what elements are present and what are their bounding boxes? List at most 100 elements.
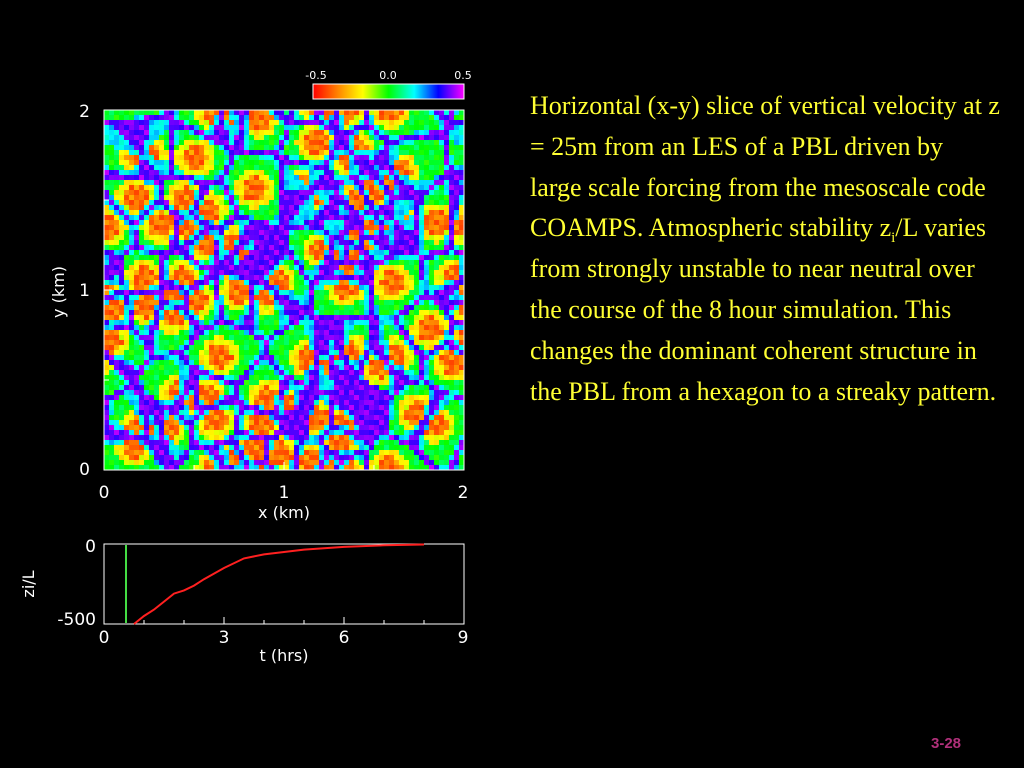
heatmap-cell xyxy=(384,215,390,221)
heatmap-cell xyxy=(294,280,300,286)
heatmap-cell xyxy=(319,385,325,391)
heatmap-cell xyxy=(344,445,350,451)
heatmap-cell xyxy=(179,265,185,271)
heatmap-cell xyxy=(214,380,220,386)
heatmap-cell xyxy=(394,165,400,171)
heatmap-cell xyxy=(269,205,275,211)
heatmap-cell xyxy=(389,175,395,181)
heatmap-cell xyxy=(184,455,190,461)
heatmap-cell xyxy=(139,310,145,316)
heatmap-cell xyxy=(419,435,425,441)
heatmap-cell xyxy=(409,120,415,126)
heatmap-cell xyxy=(269,230,275,236)
heatmap-cell xyxy=(404,225,410,231)
heatmap-cell xyxy=(394,425,400,431)
heatmap-cell xyxy=(364,255,370,261)
heatmap-cell xyxy=(309,135,315,141)
heatmap-cell xyxy=(144,125,150,131)
heatmap-cell xyxy=(439,260,445,266)
heatmap-cell xyxy=(234,150,240,156)
heatmap-cell xyxy=(409,130,415,136)
heatmap-cell xyxy=(269,420,275,426)
heatmap-cell xyxy=(104,445,110,451)
heatmap-cell xyxy=(124,260,130,266)
heatmap-cell xyxy=(359,225,365,231)
heatmap-cell xyxy=(309,110,315,116)
heatmap-cell xyxy=(169,135,175,141)
heatmap-cell xyxy=(379,160,385,166)
heatmap-cell xyxy=(184,330,190,336)
heatmap-cell xyxy=(214,170,220,176)
heatmap-cell xyxy=(389,260,395,266)
heatmap-cell xyxy=(344,330,350,336)
heatmap-cell xyxy=(314,205,320,211)
heatmap-cell xyxy=(439,150,445,156)
heatmap-cell xyxy=(194,280,200,286)
heatmap-cell xyxy=(449,425,455,431)
heatmap-cell xyxy=(249,290,255,296)
heatmap-cell xyxy=(369,320,375,326)
heatmap-cell xyxy=(104,435,110,441)
heatmap-cell xyxy=(379,430,385,436)
heatmap-cell xyxy=(394,195,400,201)
heatmap-cell xyxy=(204,210,210,216)
heatmap-cell xyxy=(184,245,190,251)
heatmap-cell xyxy=(364,280,370,286)
heatmap-cell xyxy=(229,240,235,246)
heatmap-cell xyxy=(194,350,200,356)
heatmap-cell xyxy=(319,125,325,131)
heatmap-cell xyxy=(169,380,175,386)
heatmap-cell xyxy=(189,175,195,181)
heatmap-cell xyxy=(384,290,390,296)
heatmap-cell xyxy=(189,260,195,266)
heatmap-cell xyxy=(304,210,310,216)
heatmap-cell xyxy=(294,400,300,406)
heatmap-cell xyxy=(144,290,150,296)
heatmap-cell xyxy=(109,315,115,321)
heatmap-cell xyxy=(229,345,235,351)
heatmap-cell xyxy=(239,260,245,266)
heatmap-cell xyxy=(359,115,365,121)
heatmap-cell xyxy=(394,190,400,196)
heatmap-cell xyxy=(274,130,280,136)
heatmap-cell xyxy=(424,130,430,136)
heatmap-cell xyxy=(249,320,255,326)
heatmap-cell xyxy=(264,425,270,431)
heatmap-cell xyxy=(269,130,275,136)
heatmap-cell xyxy=(344,260,350,266)
heatmap-cell xyxy=(129,115,135,121)
heatmap-cell xyxy=(214,155,220,161)
heatmap-cell xyxy=(339,265,345,271)
heatmap-cell xyxy=(149,205,155,211)
heatmap-cell xyxy=(344,420,350,426)
heatmap-cell xyxy=(144,305,150,311)
heatmap-cell xyxy=(419,345,425,351)
heatmap-cell xyxy=(339,160,345,166)
heatmap-cell xyxy=(144,295,150,301)
heatmap-cell xyxy=(109,390,115,396)
heatmap-cell xyxy=(369,225,375,231)
heatmap-cell xyxy=(434,405,440,411)
heatmap-cell xyxy=(144,390,150,396)
heatmap-cell xyxy=(349,275,355,281)
heatmap-cell xyxy=(249,255,255,261)
heatmap-cell xyxy=(449,205,455,211)
heatmap-cells xyxy=(104,110,464,470)
heatmap-cell xyxy=(209,220,215,226)
heatmap-cell xyxy=(129,280,135,286)
heatmap-cell xyxy=(154,350,160,356)
heatmap-cell xyxy=(229,290,235,296)
heatmap-cell xyxy=(404,180,410,186)
heatmap-cell xyxy=(249,410,255,416)
heatmap-cell xyxy=(104,225,110,231)
heatmap-cell xyxy=(219,145,225,151)
heatmap-cell xyxy=(209,325,215,331)
heatmap-cell xyxy=(269,115,275,121)
heatmap-cell xyxy=(169,110,175,116)
heatmap-cell xyxy=(169,425,175,431)
heatmap-cell xyxy=(429,215,435,221)
heatmap-cell xyxy=(379,205,385,211)
heatmap-cell xyxy=(269,280,275,286)
heatmap-cell xyxy=(174,345,180,351)
heatmap-cell xyxy=(439,240,445,246)
